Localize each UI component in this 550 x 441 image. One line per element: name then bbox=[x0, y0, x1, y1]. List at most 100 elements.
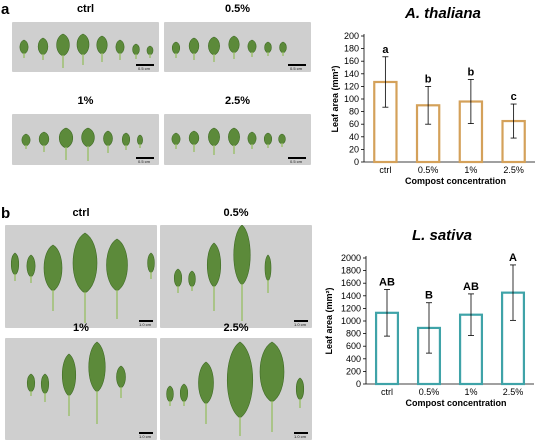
scale-bar bbox=[294, 432, 308, 434]
photo-b-05: 1.0 cm bbox=[160, 225, 312, 328]
leaf bbox=[21, 133, 31, 149]
x-axis-label: Compost concentration bbox=[405, 398, 506, 408]
leaf bbox=[179, 383, 189, 406]
y-tick-label: 140 bbox=[344, 69, 359, 79]
leaf bbox=[208, 127, 220, 155]
significance-letter: a bbox=[382, 44, 389, 56]
leaf bbox=[132, 43, 140, 59]
scale-bar bbox=[139, 320, 153, 322]
y-tick-label: 40 bbox=[349, 132, 359, 142]
leaf bbox=[295, 377, 305, 408]
leaf bbox=[233, 225, 251, 321]
x-tick-label: ctrl bbox=[379, 165, 391, 175]
photo-label-a-05: 0.5% bbox=[224, 3, 251, 15]
scale-bar bbox=[294, 320, 308, 322]
photo-a-ctrl: 0.5 cm bbox=[12, 22, 159, 72]
leaves-b-ctrl bbox=[10, 232, 155, 323]
leaf bbox=[173, 268, 183, 293]
leaf bbox=[26, 254, 36, 283]
y-tick-label: 1200 bbox=[341, 303, 361, 313]
y-axis-label: Leaf area (mm²) bbox=[324, 287, 334, 354]
leaf bbox=[147, 252, 155, 279]
y-tick-label: 1000 bbox=[341, 316, 361, 326]
significance-letter: B bbox=[425, 290, 433, 302]
photo-a-1: 0.5 cm bbox=[12, 114, 159, 165]
photo-b-1: 1.0 cm bbox=[5, 338, 157, 440]
photo-a-25: 0.5 cm bbox=[164, 114, 311, 165]
x-tick-label: 0.5% bbox=[418, 165, 439, 175]
photo-a-05: 0.5 cm bbox=[164, 22, 311, 72]
scale-bar-label: 0.5 cm bbox=[290, 66, 303, 71]
leaf bbox=[247, 39, 257, 57]
leaf bbox=[58, 127, 74, 160]
chart-title-b: L. sativa bbox=[412, 227, 473, 244]
leaves-a-05 bbox=[171, 35, 287, 62]
significance-letter: AB bbox=[379, 277, 395, 289]
leaf bbox=[263, 132, 273, 148]
y-tick-label: 100 bbox=[344, 94, 359, 104]
y-tick-label: 180 bbox=[344, 44, 359, 54]
significance-letter: c bbox=[511, 91, 517, 103]
x-tick-label: 2.5% bbox=[503, 165, 524, 175]
leaf bbox=[96, 35, 108, 62]
leaf bbox=[166, 385, 174, 406]
y-tick-label: 1800 bbox=[341, 266, 361, 276]
leaf bbox=[106, 238, 128, 319]
leaf bbox=[56, 33, 70, 68]
leaf bbox=[208, 36, 220, 62]
y-axis-label: Leaf area (mm²) bbox=[330, 65, 340, 132]
photo-label-a-1: 1% bbox=[77, 95, 94, 107]
leaf bbox=[26, 373, 36, 396]
y-tick-label: 80 bbox=[349, 107, 359, 117]
scale-bar bbox=[288, 157, 306, 159]
leaf bbox=[247, 131, 257, 149]
leaf bbox=[10, 252, 20, 281]
leaf bbox=[171, 41, 181, 58]
leaf bbox=[259, 341, 285, 432]
y-tick-label: 200 bbox=[346, 366, 361, 376]
leaves-b-1 bbox=[26, 341, 126, 424]
x-tick-label: 1% bbox=[464, 387, 477, 397]
x-tick-label: 0.5% bbox=[419, 387, 440, 397]
leaf bbox=[38, 131, 50, 152]
significance-letter: A bbox=[509, 252, 517, 264]
leaf bbox=[40, 373, 50, 402]
leaf bbox=[264, 41, 272, 56]
x-axis-label: Compost concentration bbox=[405, 176, 506, 186]
leaf bbox=[76, 33, 90, 65]
leaves-a-ctrl bbox=[19, 33, 154, 68]
scale-bar-label: 1.0 cm bbox=[139, 434, 152, 439]
scale-bar-label: 1.0 cm bbox=[139, 322, 152, 327]
leaf bbox=[116, 365, 126, 398]
scale-bar-label: 0.5 cm bbox=[138, 159, 151, 164]
leaf bbox=[188, 130, 200, 152]
leaf bbox=[121, 132, 131, 150]
photo-label-b-05: 0.5% bbox=[223, 207, 249, 219]
photo-b-ctrl: 1.0 cm bbox=[5, 225, 157, 328]
leaf bbox=[43, 244, 63, 311]
scale-bar bbox=[136, 64, 154, 66]
error-bar bbox=[467, 79, 474, 124]
significance-letter: b bbox=[468, 66, 475, 78]
error-bar bbox=[425, 86, 432, 125]
y-tick-label: 200 bbox=[344, 31, 359, 41]
x-tick-label: 1% bbox=[464, 165, 477, 175]
photo-label-b-25: 2.5% bbox=[223, 322, 249, 334]
leaf bbox=[171, 132, 181, 149]
leaves-a-25 bbox=[171, 127, 286, 155]
scale-bar bbox=[136, 157, 154, 159]
scale-bar-label: 1.0 cm bbox=[294, 434, 307, 439]
leaf bbox=[188, 37, 200, 60]
leaves-b-05 bbox=[173, 225, 272, 321]
leaf bbox=[228, 127, 240, 154]
leaf bbox=[137, 134, 143, 148]
scale-bar-label: 0.5 cm bbox=[290, 159, 303, 164]
panel-letter-b: b bbox=[1, 205, 11, 222]
panel-letter-a: a bbox=[1, 1, 10, 18]
leaf bbox=[279, 41, 287, 56]
leaf bbox=[37, 37, 49, 60]
error-bar bbox=[382, 56, 389, 108]
leaf bbox=[88, 341, 106, 424]
bar-chart-a-thaliana: 0 20 40 60 80 100 120 140 160 180 200 Leaf area (mm… bbox=[330, 31, 535, 186]
photo-label-a-ctrl: ctrl bbox=[76, 3, 95, 15]
